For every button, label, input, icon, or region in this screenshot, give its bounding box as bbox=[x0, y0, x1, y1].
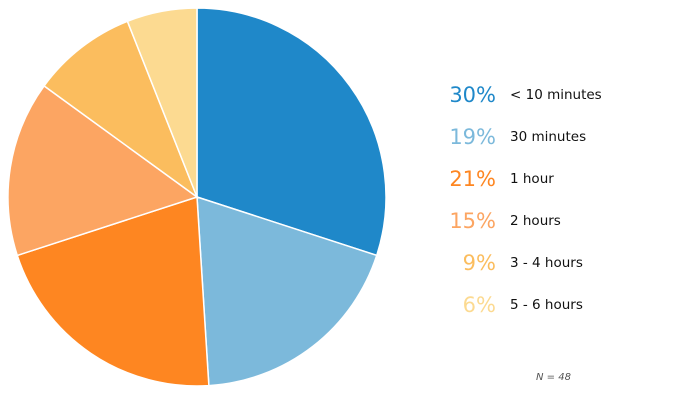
legend-label: < 10 minutes bbox=[510, 87, 602, 103]
legend-percent: 19% bbox=[449, 125, 496, 149]
legend-item-5: 9% 3 - 4 hours bbox=[440, 242, 670, 284]
legend-percent: 6% bbox=[462, 293, 496, 317]
legend-label: 30 minutes bbox=[510, 129, 587, 145]
legend-percent: 30% bbox=[449, 83, 496, 107]
legend-item-4: 15% 2 hours bbox=[440, 200, 670, 242]
legend-item-6: 6% 5 - 6 hours bbox=[440, 284, 670, 326]
pie-slice-6 bbox=[126, 7, 198, 198]
legend-label: 3 - 4 hours bbox=[510, 255, 583, 271]
legend-item-2: 19% 30 minutes bbox=[440, 116, 670, 158]
legend-label: 1 hour bbox=[510, 171, 554, 187]
sample-size-note: N = 48 bbox=[536, 372, 571, 383]
pie-slice-4 bbox=[7, 84, 199, 257]
legend-percent: 9% bbox=[462, 251, 496, 275]
pie-slice-3 bbox=[16, 195, 210, 387]
legend-percent: 21% bbox=[449, 167, 496, 191]
legend: 30% < 10 minutes 19% 30 minutes 21% 1 hour 15%… bbox=[440, 74, 670, 326]
pie-slice-2 bbox=[196, 195, 378, 387]
pie-chart bbox=[7, 7, 387, 387]
legend-label: 5 - 6 hours bbox=[510, 297, 583, 313]
pie-slice-5 bbox=[43, 20, 199, 200]
legend-label: 2 hours bbox=[510, 213, 561, 229]
legend-item-3: 21% 1 hour bbox=[440, 158, 670, 200]
legend-percent: 15% bbox=[449, 209, 496, 233]
legend-item-1: 30% < 10 minutes bbox=[440, 74, 670, 116]
pie-slice-1 bbox=[196, 7, 387, 257]
